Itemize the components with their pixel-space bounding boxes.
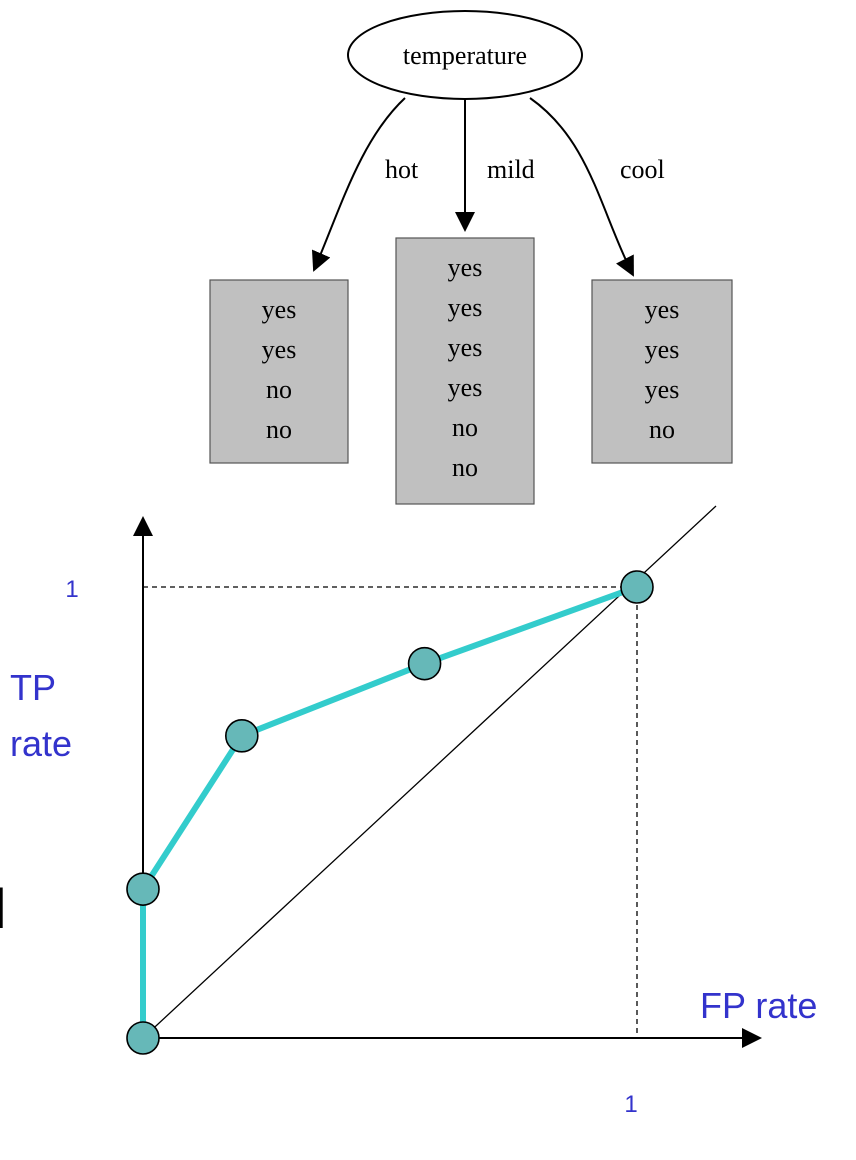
leaf-value: no	[266, 375, 292, 404]
leaf-value: yes	[262, 295, 297, 324]
branch-label-mild: mild	[487, 155, 535, 184]
leaf-box	[591, 279, 733, 464]
leaf-value: yes	[645, 335, 680, 364]
roc-point	[126, 872, 160, 906]
x-tick-label: 1	[624, 1091, 637, 1118]
roc-point	[407, 646, 442, 681]
leaf-value: yes	[448, 373, 483, 402]
y-axis-label-line1: TP	[10, 667, 55, 708]
roc-point	[620, 570, 654, 604]
y-axis-label: TP rate	[10, 667, 72, 764]
roc-curve-line	[140, 584, 639, 1038]
cropped-character: l	[0, 877, 6, 940]
leaf-hot: yes yes no no	[209, 279, 349, 464]
branch-label-hot: hot	[385, 155, 419, 184]
decision-tree: temperature hot mild cool yes yes no no …	[209, 10, 733, 505]
leaf-value: no	[266, 415, 292, 444]
leaf-value: no	[452, 453, 478, 482]
roc-point	[225, 719, 259, 753]
y-tick-label: 1	[65, 576, 78, 603]
x-axis-label: FP rate	[700, 985, 817, 1026]
root-node	[347, 10, 583, 100]
leaf-box	[395, 237, 535, 505]
leaf-value: yes	[448, 333, 483, 362]
leaf-mild: yes yes yes yes no no	[395, 237, 535, 505]
leaf-value: no	[452, 413, 478, 442]
root-node-label: temperature	[403, 41, 527, 70]
leaf-value: yes	[645, 295, 680, 324]
edge-cool	[529, 97, 634, 277]
branch-label-cool: cool	[620, 155, 665, 184]
leaf-value: no	[649, 415, 675, 444]
leaf-value: yes	[448, 293, 483, 322]
roc-chart: 1 1 TP rate FP rate	[10, 505, 817, 1118]
leaf-value: yes	[645, 375, 680, 404]
roc-series	[126, 570, 654, 1055]
edge-hot	[311, 97, 406, 272]
roc-point	[126, 1021, 160, 1055]
leaf-value: yes	[448, 253, 483, 282]
leaf-box	[209, 279, 349, 464]
leaf-cool: yes yes yes no	[591, 279, 733, 464]
y-axis-label-line2: rate	[10, 723, 72, 764]
leaf-value: yes	[262, 335, 297, 364]
